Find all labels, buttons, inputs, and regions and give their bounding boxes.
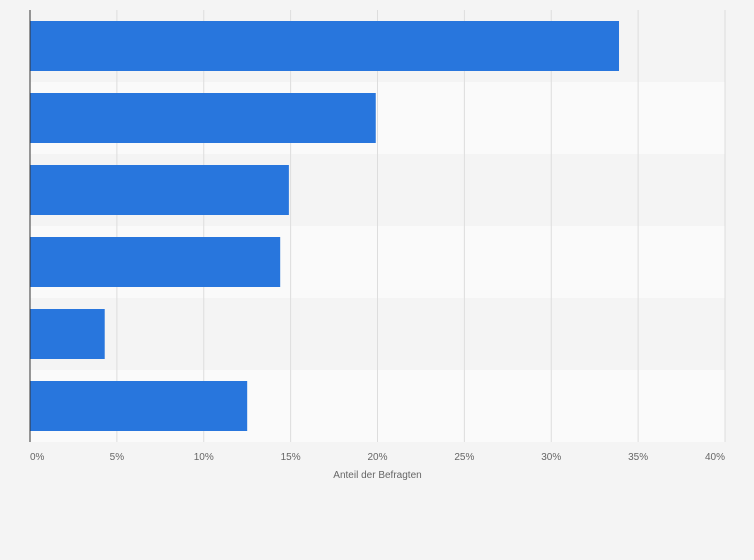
- bar-1: [30, 21, 620, 71]
- bar-4: [30, 237, 281, 287]
- x-axis-title: Anteil der Befragten: [333, 470, 421, 481]
- x-tick-label-40: 40%: [705, 452, 725, 463]
- x-tick-label-0: 0%: [30, 452, 45, 463]
- x-tick-label-15: 15%: [281, 452, 301, 463]
- x-tick-label-25: 25%: [454, 452, 474, 463]
- x-tick-label-35: 35%: [628, 452, 648, 463]
- x-tick-label-30: 30%: [541, 452, 561, 463]
- x-axis-ticks: 0% 5% 10% 15% 20% 25% 30% 35% 40%: [30, 452, 725, 463]
- bars: [30, 21, 620, 431]
- x-tick-label-20: 20%: [367, 452, 387, 463]
- bar-6: [30, 381, 248, 431]
- x-tick-label-10: 10%: [194, 452, 214, 463]
- bar-5: [30, 309, 105, 359]
- bar-3: [30, 165, 289, 215]
- gridlines: [116, 10, 726, 442]
- x-tick-label-5: 5%: [110, 452, 125, 463]
- bar-2: [30, 93, 376, 143]
